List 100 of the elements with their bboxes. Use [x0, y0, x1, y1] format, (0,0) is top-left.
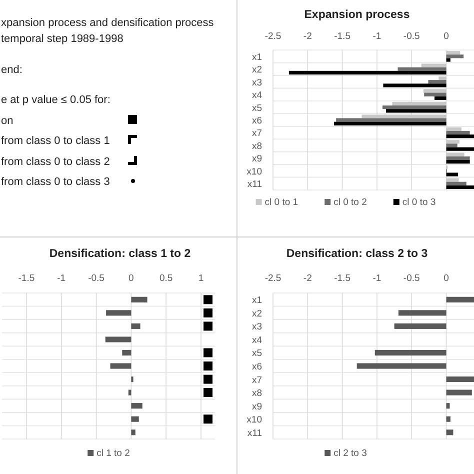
bar [446, 376, 474, 382]
bar [398, 310, 446, 316]
bar [131, 430, 136, 436]
bar [131, 296, 148, 302]
y-tick-label: x2 [252, 308, 262, 320]
bar [446, 390, 472, 396]
legend-label: cl 2 to 3 [334, 448, 367, 459]
bar [122, 350, 132, 356]
x-tick-label: 0 [444, 273, 449, 284]
y-tick-label: x10 [246, 414, 262, 426]
bar [438, 76, 446, 80]
bar [446, 147, 474, 151]
y-tick-label: x5 [252, 102, 262, 114]
bar [446, 58, 450, 62]
y-tick-label: x11 [247, 428, 262, 439]
bar [446, 140, 460, 144]
x-tick-label: 0 [128, 273, 134, 284]
text: on [1, 115, 14, 127]
y-tick-label: x7 [252, 128, 262, 140]
y-tick-label: x3 [252, 322, 262, 333]
x-tick-label: -2 [303, 31, 312, 42]
x-tick-label: -0.5 [88, 273, 104, 284]
bar [394, 323, 446, 329]
bar [362, 114, 446, 118]
bar [446, 182, 466, 186]
x-tick-label: 0.5 [160, 273, 173, 284]
text: from class 0 to class 1 [1, 135, 110, 147]
y-tick-label: x8 [252, 388, 262, 400]
bar [386, 109, 446, 113]
x-tick-label: -1.5 [334, 273, 350, 284]
bar [421, 64, 446, 68]
bar [446, 172, 458, 176]
bar [446, 430, 454, 436]
text: xpansion process and densification process [1, 17, 214, 29]
legend-label: cl 1 to 2 [96, 448, 130, 459]
bar [110, 363, 132, 369]
x-tick-label: -2 [303, 273, 312, 284]
chart-title: Densification: class 1 to 2 [49, 248, 191, 260]
bar [434, 96, 446, 100]
legend-label: cl 0 to 2 [334, 197, 367, 208]
chart-title: Densification: class 2 to 3 [286, 248, 428, 260]
y-tick-label: x4 [252, 90, 262, 102]
x-tick-label: -1.5 [334, 31, 350, 42]
y-tick-label: x10 [246, 166, 262, 178]
bar [446, 152, 464, 156]
x-tick-label: -0.5 [403, 31, 420, 42]
y-tick-label: x6 [252, 116, 262, 126]
bar [131, 323, 140, 329]
bar [446, 144, 458, 148]
bar [374, 350, 446, 356]
y-tick-label: x9 [252, 401, 262, 412]
bar [446, 416, 450, 422]
bar [446, 178, 459, 182]
x-tick-label: 1 [198, 273, 204, 284]
y-tick-label: x8 [252, 140, 262, 152]
x-tick-label: -0.5 [403, 273, 420, 284]
text: end: [1, 64, 22, 76]
bar [383, 84, 446, 88]
y-tick-label: x4 [252, 334, 262, 346]
bar [336, 118, 446, 122]
y-tick-label: x2 [252, 64, 262, 76]
bar [446, 50, 460, 55]
bar [446, 54, 464, 58]
y-tick-label: x7 [252, 374, 262, 386]
x-tick-label: 0 [444, 31, 449, 42]
bar [131, 416, 139, 422]
bar [446, 130, 470, 135]
y-tick-label: x6 [252, 362, 262, 372]
y-tick-label: x1 [252, 295, 262, 306]
x-tick-label: -1 [372, 273, 382, 284]
y-tick-label: x11 [247, 179, 262, 190]
bar [446, 156, 470, 160]
text: temporal step 1989-1998 [1, 33, 124, 45]
bar [131, 403, 142, 409]
bar [446, 127, 462, 131]
x-tick-label: -2.5 [264, 273, 282, 284]
y-tick-label: x1 [252, 52, 262, 63]
bar [356, 363, 446, 369]
y-tick-label: x3 [252, 77, 262, 88]
bar [392, 102, 446, 106]
y-tick-label: x5 [252, 348, 262, 360]
bar [398, 67, 446, 71]
bar [446, 134, 474, 138]
x-tick-label: -1.5 [18, 273, 35, 284]
bar [428, 80, 446, 84]
bar [446, 185, 474, 190]
text: e at p value ≤ 0.05 for: [1, 94, 110, 106]
legend-label: cl 0 to 3 [402, 197, 436, 208]
y-tick-label: x9 [252, 154, 262, 165]
bar [446, 296, 474, 302]
bar [446, 160, 470, 164]
bar [288, 70, 446, 74]
bar [105, 336, 132, 342]
x-tick-label: -1 [372, 31, 382, 42]
text: from class 0 to class 2 [1, 156, 110, 168]
x-tick-label: -2.5 [264, 31, 282, 42]
bar [334, 122, 446, 126]
chart-title: Expansion process [304, 9, 410, 21]
legend-label: cl 0 to 1 [264, 197, 298, 208]
bar [424, 92, 446, 96]
